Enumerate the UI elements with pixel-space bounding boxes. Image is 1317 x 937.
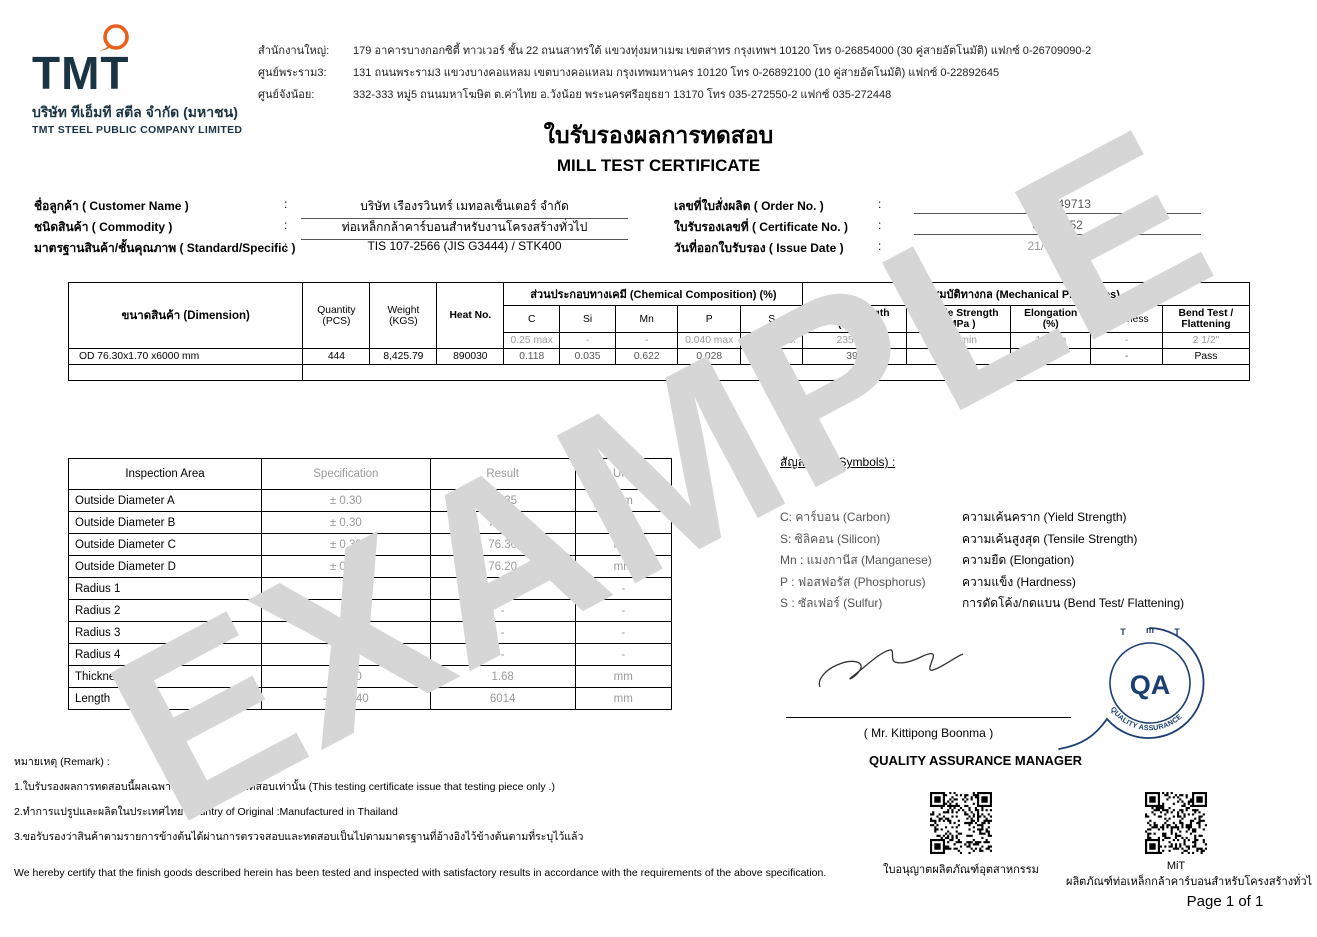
svg-text:QA: QA <box>1130 670 1171 700</box>
svg-text:T: T <box>1174 627 1180 637</box>
svg-text:m: m <box>1146 625 1154 635</box>
svg-text:T: T <box>1120 627 1126 637</box>
